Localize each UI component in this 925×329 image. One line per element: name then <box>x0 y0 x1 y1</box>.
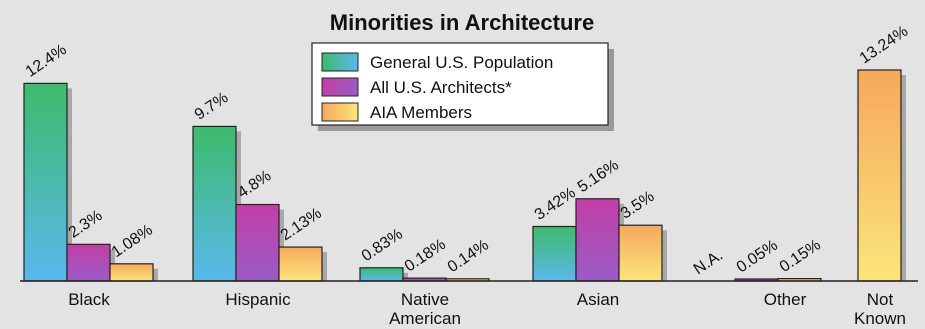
bar-native-american-general-u-s-population <box>359 267 404 282</box>
value-label-black-general-u-s-population: 12.4% <box>23 41 70 80</box>
bar-black-aia-members <box>109 263 154 282</box>
value-label-hispanic-general-u-s-population: 9.7% <box>192 89 232 123</box>
value-label-other-general-u-s-population: N.A. <box>691 247 726 278</box>
bar-asian-all-u-s-architects <box>575 198 620 282</box>
category-labels: Black Hispanic Native American Asian Other Not… <box>68 290 906 328</box>
legend-label-aia-members: AIA Members <box>370 103 472 122</box>
category-label-native-american: Native American <box>389 290 461 328</box>
category-label-other: Other <box>764 290 807 309</box>
legend: General U.S. Population All U.S. Archite… <box>311 42 614 131</box>
legend-swatch-general-population <box>321 52 359 72</box>
bar-hispanic-general-u-s-population <box>192 125 237 282</box>
value-label-hispanic-aia-members: 2.13% <box>278 205 325 244</box>
value-label-black-aia-members: 1.08% <box>109 222 156 261</box>
bar-asian-general-u-s-population <box>532 225 577 282</box>
value-label-asian-general-u-s-population: 3.42% <box>532 184 579 223</box>
category-label-hispanic: Hispanic <box>225 290 291 309</box>
value-label-native-american-general-u-s-population: 0.83% <box>359 226 406 265</box>
bar-hispanic-aia-members <box>278 246 323 282</box>
category-label-not-known: Not Known <box>854 290 906 328</box>
value-label-not-known-aia-members: 13.24% <box>857 23 911 67</box>
category-label-asian: Asian <box>577 290 620 309</box>
legend-label-all-architects: All U.S. Architects* <box>370 78 512 97</box>
value-label-other-all-u-s-architects: 0.05% <box>734 237 781 276</box>
value-label-native-american-all-u-s-architects: 0.18% <box>402 236 449 275</box>
legend-label-general-population: General U.S. Population <box>370 53 553 72</box>
value-label-asian-aia-members: 3.5% <box>618 188 658 222</box>
value-label-other-aia-members: 0.15% <box>777 236 824 275</box>
legend-swatch-aia-members <box>321 102 359 122</box>
bar-not-known-aia-members <box>857 69 902 282</box>
bar-asian-aia-members <box>618 224 663 282</box>
value-label-native-american-aia-members: 0.14% <box>445 237 492 276</box>
bar-black-all-u-s-architects <box>66 243 111 282</box>
legend-swatch-all-architects <box>321 77 359 97</box>
bar-black-general-u-s-population <box>23 82 68 282</box>
chart-title: Minorities in Architecture <box>330 10 594 35</box>
category-label-black: Black <box>68 290 110 309</box>
legend-box <box>311 42 609 126</box>
bars <box>23 69 906 282</box>
value-label-asian-all-u-s-architects: 5.16% <box>575 157 622 196</box>
bar-hispanic-all-u-s-architects <box>235 203 280 282</box>
